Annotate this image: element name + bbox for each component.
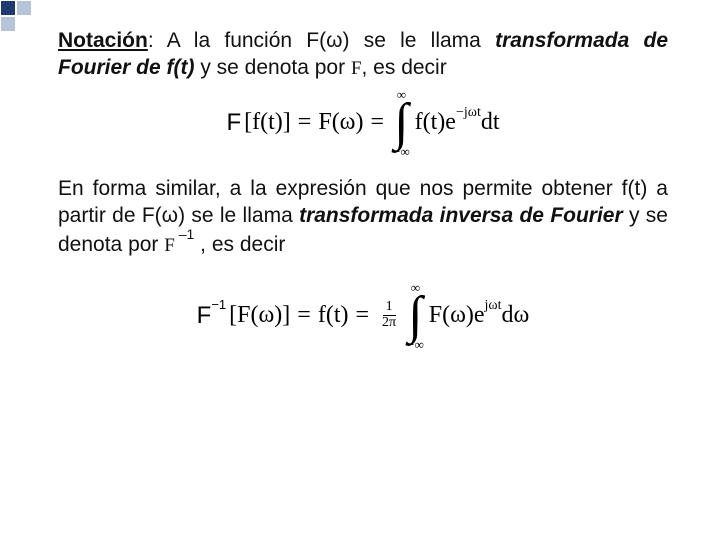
- formula-bracket: [f(t)]: [244, 109, 291, 136]
- equals-sign: =: [356, 302, 370, 329]
- equals-sign: =: [297, 302, 311, 329]
- operator-f: F: [226, 109, 241, 137]
- text-segment: y se denota por: [195, 56, 351, 79]
- fraction-num: 1: [383, 300, 396, 316]
- operator-f-letter: F: [197, 302, 212, 329]
- integral-lower: −∞: [393, 145, 410, 158]
- text-segment: : A la función F(ω) se le llama: [148, 29, 495, 52]
- formula-bracket: [F(ω)]: [229, 302, 290, 329]
- integrand-part: F(ω)e: [429, 302, 485, 328]
- operator-f-sup: −1: [211, 297, 226, 312]
- deco-square: [1, 1, 15, 15]
- integral-symbol: ∞ ∫ −∞: [407, 281, 424, 351]
- integrand-part: f(t)e: [415, 109, 456, 135]
- formula-fourier-transform: F[f(t)] = F(ω) = ∞ ∫ −∞ f(t)e−jωtdt: [58, 88, 668, 158]
- equals-sign: =: [370, 109, 384, 136]
- formula-mid: F(ω): [318, 109, 363, 136]
- script-f-symbol: F: [351, 58, 362, 79]
- integrand: f(t)e−jωtdt: [415, 109, 500, 136]
- integrand-part: dt: [481, 109, 500, 135]
- deco-square: [1, 17, 15, 31]
- paragraph-notation: Notación: A la función F(ω) se le llama …: [58, 28, 668, 82]
- corner-decoration: [0, 0, 32, 32]
- integrand-part: dω: [502, 302, 530, 328]
- integrand: F(ω)ejωtdω: [429, 302, 530, 329]
- equals-sign: =: [298, 109, 312, 136]
- inverse-superscript: –1: [175, 226, 194, 242]
- exponent: jωt: [485, 298, 502, 313]
- formula-mid: f(t): [318, 302, 349, 329]
- deco-square: [17, 1, 31, 15]
- text-segment: , es decir: [362, 56, 447, 79]
- integral-lower: −∞: [407, 338, 424, 351]
- fraction-one-over-2pi: 1 2π: [379, 300, 399, 331]
- text-segment: , es decir: [194, 233, 285, 256]
- paragraph-inverse: En forma similar, a la expresión que nos…: [58, 176, 668, 259]
- exponent: −jωt: [456, 105, 481, 120]
- formula-inverse-fourier: F−1[F(ω)] = f(t) = 1 2π ∞ ∫ −∞ F(ω)ejωtd…: [58, 281, 668, 351]
- script-f-symbol: F: [164, 235, 175, 256]
- operator-f: F−1: [197, 302, 227, 330]
- bold-term-inverse: transformada inversa de Fourier: [299, 204, 623, 227]
- slide-content: Notación: A la función F(ω) se le llama …: [58, 28, 668, 357]
- notation-heading: Notación: [58, 29, 148, 52]
- fraction-den: 2π: [379, 316, 399, 332]
- integral-symbol: ∞ ∫ −∞: [393, 88, 410, 158]
